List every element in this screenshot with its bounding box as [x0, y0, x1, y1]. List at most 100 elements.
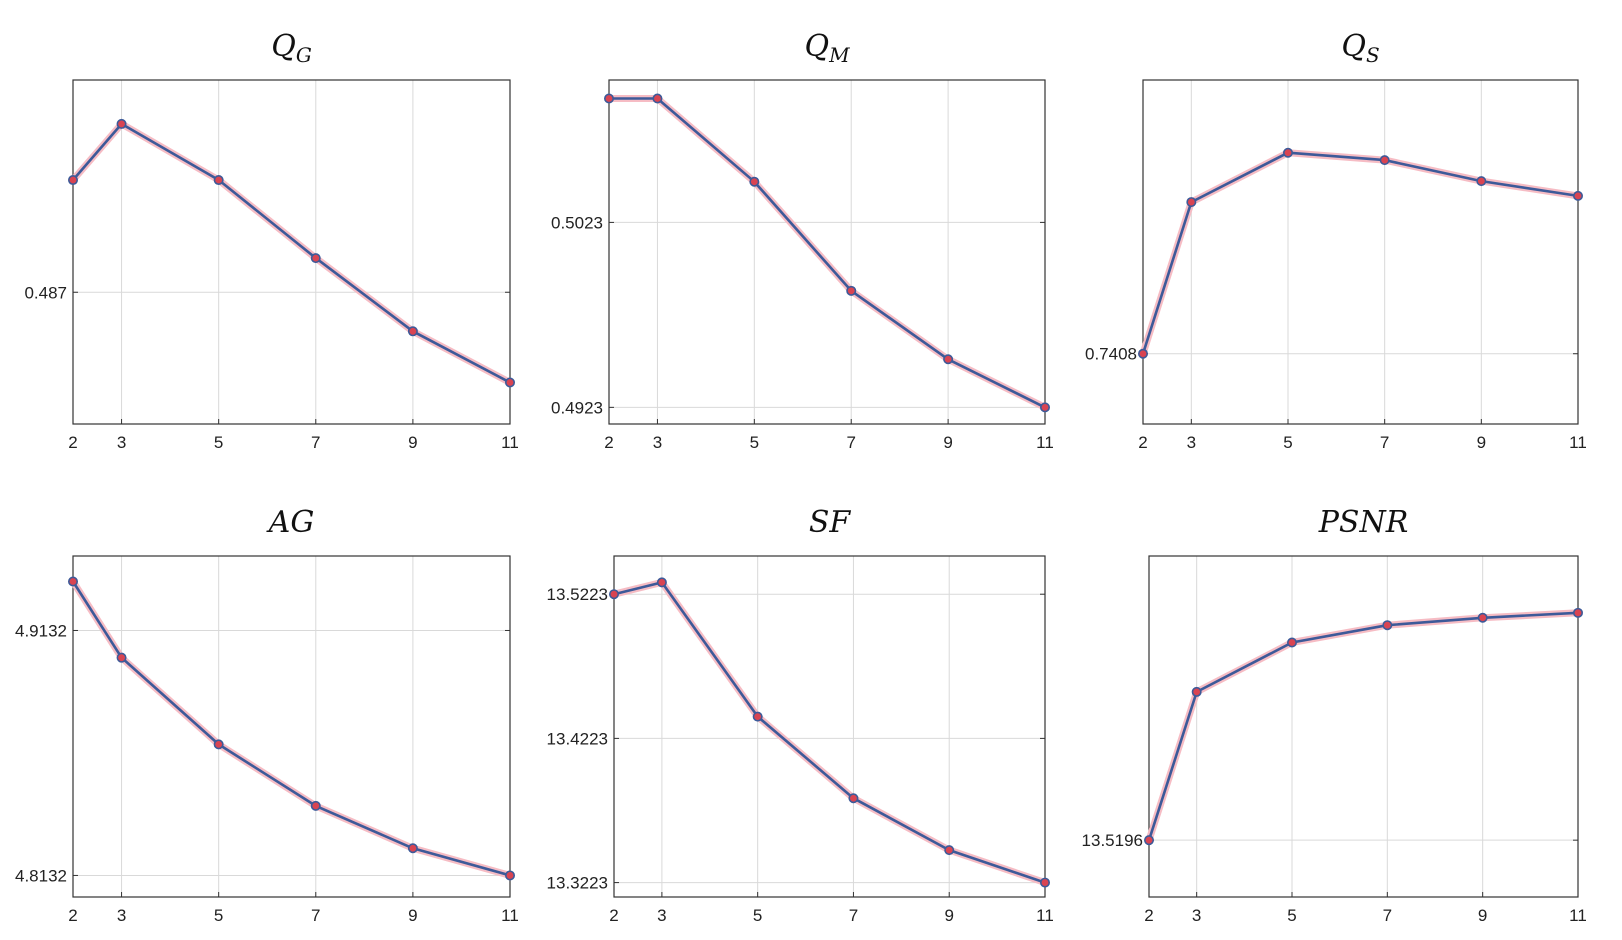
data-point — [1283, 147, 1294, 158]
y-tick-label: 13.4223 — [547, 729, 608, 748]
x-tick-label: 7 — [849, 906, 858, 925]
y-tick-label: 0.487 — [24, 283, 67, 302]
x-tick-label: 11 — [501, 433, 519, 452]
data-point — [310, 800, 321, 811]
data-point — [1379, 155, 1390, 166]
x-tick-label: 5 — [214, 906, 223, 925]
data-point — [1287, 637, 1298, 648]
data-point — [407, 843, 418, 854]
chart-title: QS — [1341, 29, 1379, 67]
x-tick-label: 2 — [609, 906, 618, 925]
series-line-halo — [69, 578, 514, 879]
chart-title-main: Q — [1341, 29, 1366, 64]
series-line — [607, 97, 1047, 409]
series-line — [71, 580, 512, 877]
axes-box — [613, 555, 1046, 898]
chart-title-subscript: S — [1366, 43, 1380, 67]
x-tick-label: 7 — [1380, 433, 1389, 452]
chart-title: AG — [266, 505, 315, 540]
x-tick-label: 2 — [68, 906, 77, 925]
chart-title: QG — [271, 29, 312, 67]
series-line — [1147, 611, 1580, 842]
chart-title: SF — [809, 505, 852, 540]
x-tick-label: 5 — [214, 433, 223, 452]
x-tick-label: 7 — [311, 906, 320, 925]
x-tick-label: 2 — [1144, 906, 1153, 925]
chart-title-subscript: M — [828, 43, 850, 67]
data-point — [116, 652, 127, 663]
y-tick-label: 13.3223 — [547, 874, 608, 893]
chart-title: PSNR — [1318, 505, 1409, 540]
y-tick-label: 0.4923 — [551, 398, 603, 417]
data-point — [310, 253, 321, 264]
x-tick-label: 7 — [846, 433, 855, 452]
chart-panel-5: 2 3 5 7 9 11 13.3223 13.4223 13.5223 SF — [547, 505, 1054, 925]
chart-title-subscript: G — [296, 43, 312, 67]
x-tick-label: 3 — [657, 906, 666, 925]
x-tick-label: 5 — [753, 906, 762, 925]
chart-panel-2: 2 3 5 7 9 11 0.4923 0.5023 QM — [551, 29, 1054, 452]
data-point — [944, 845, 955, 856]
axes-box — [72, 79, 511, 425]
x-tick-label: 5 — [750, 433, 759, 452]
x-tick-label: 3 — [1192, 906, 1201, 925]
x-tick-label: 11 — [1036, 906, 1054, 925]
data-point — [848, 793, 859, 804]
series-line-halo — [1145, 609, 1582, 844]
series-line — [71, 122, 512, 384]
data-point — [1382, 620, 1393, 631]
x-tick-label: 9 — [943, 433, 952, 452]
data-point — [603, 93, 614, 104]
series-line-halo — [605, 95, 1049, 411]
axes-box — [608, 79, 1046, 425]
data-point — [1040, 877, 1051, 888]
y-tick-label: 4.8132 — [15, 866, 67, 885]
x-tick-label: 11 — [1036, 433, 1054, 452]
data-point — [1138, 348, 1149, 359]
chart-title-main: AG — [266, 505, 315, 540]
series-line-halo — [69, 120, 514, 386]
data-point — [1477, 612, 1488, 623]
data-point — [1144, 835, 1155, 846]
chart-panel-3: 2 3 5 7 9 11 0.7408 QS — [1085, 29, 1587, 452]
chart-panel-1: 2 3 5 7 9 11 0.487 QG — [24, 29, 518, 452]
data-point — [1191, 686, 1202, 697]
y-tick-label: 0.7408 — [1085, 345, 1137, 364]
data-point — [213, 739, 224, 750]
chart-title-main: PSNR — [1318, 505, 1409, 540]
chart-panel-4: 2 3 5 7 9 11 4.8132 4.9132 AG — [15, 505, 519, 925]
chart-title: QM — [804, 29, 850, 67]
y-tick-label: 4.9132 — [15, 621, 67, 640]
data-point — [608, 589, 619, 600]
x-tick-label: 9 — [408, 906, 417, 925]
x-tick-label: 2 — [68, 433, 77, 452]
x-tick-label: 11 — [501, 906, 519, 925]
x-tick-label: 11 — [1569, 906, 1587, 925]
x-tick-label: 7 — [311, 433, 320, 452]
x-tick-label: 7 — [1383, 906, 1392, 925]
x-tick-label: 3 — [117, 433, 126, 452]
x-tick-label: 9 — [1477, 433, 1486, 452]
data-point — [504, 870, 515, 881]
series-line — [612, 581, 1047, 884]
chart-panel-6: 2 3 5 7 9 11 13.5196 PSNR — [1082, 505, 1587, 925]
data-point — [943, 354, 954, 365]
x-tick-label: 3 — [117, 906, 126, 925]
x-tick-label: 3 — [1187, 433, 1196, 452]
y-tick-label: 0.5023 — [551, 213, 603, 232]
data-point — [1573, 190, 1584, 201]
series-line — [1141, 151, 1580, 356]
chart-title-main: SF — [809, 505, 852, 540]
data-point — [407, 326, 418, 337]
data-point — [504, 377, 515, 388]
data-point — [652, 93, 663, 104]
x-tick-label: 2 — [604, 433, 613, 452]
chart-title-main: Q — [804, 29, 829, 64]
y-tick-label: 13.5196 — [1082, 831, 1143, 850]
x-tick-label: 11 — [1569, 433, 1587, 452]
data-point — [1476, 176, 1487, 187]
x-tick-label: 3 — [653, 433, 662, 452]
data-point — [213, 175, 224, 186]
data-point — [68, 576, 79, 587]
series-line-halo — [1139, 149, 1582, 358]
